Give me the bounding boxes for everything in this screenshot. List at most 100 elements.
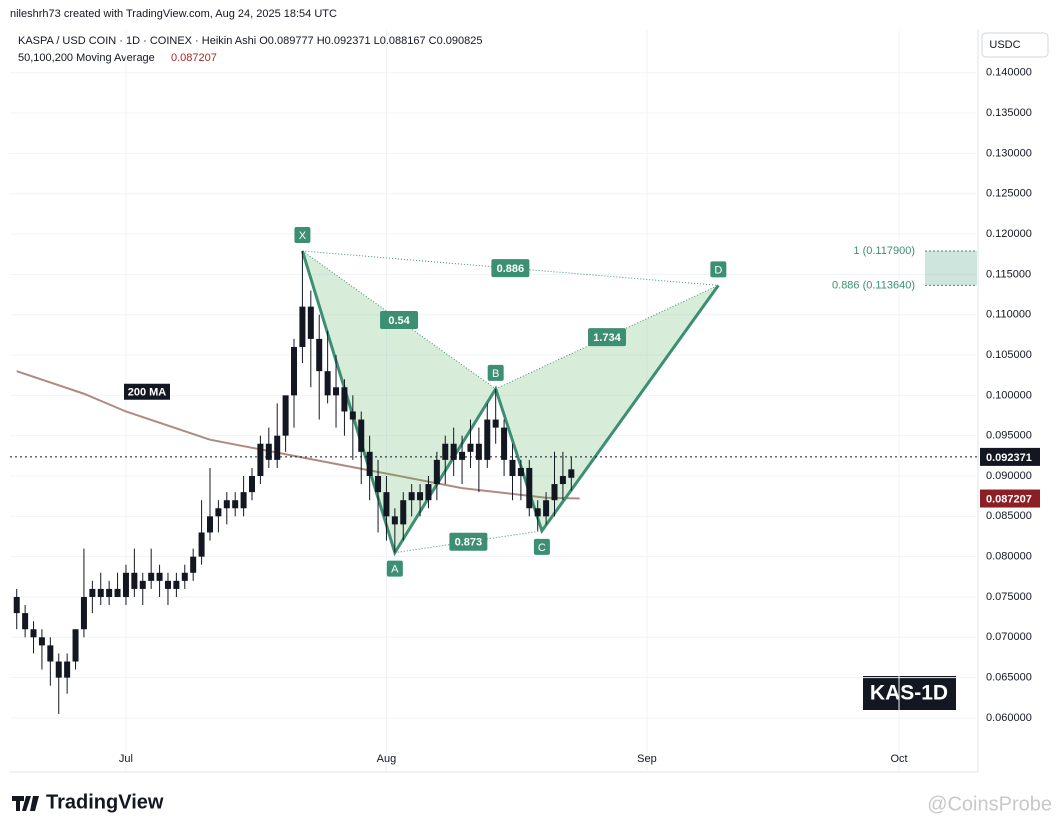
candle-body <box>333 387 340 396</box>
price-badge <box>980 447 1040 466</box>
pattern-area <box>495 285 719 531</box>
pattern-dotted <box>302 250 719 286</box>
candle-body <box>282 395 289 436</box>
candle-body <box>64 661 71 678</box>
candle-body <box>417 492 424 501</box>
pattern-dotted <box>495 284 719 390</box>
ratio-label: 1.734 <box>593 332 621 344</box>
ratio-label: 0.873 <box>455 537 483 549</box>
y-tick-label: 0.070000 <box>986 631 1032 643</box>
y-tick-label: 0.095000 <box>986 430 1032 442</box>
candle-body <box>316 338 323 372</box>
candle-body <box>433 459 440 485</box>
candle-body <box>526 467 533 509</box>
overlay: 0.060000 0.065000 0.070000 0.075000 0.080000… <box>10 67 1040 765</box>
candle-body <box>89 588 96 597</box>
y-tick-label: 0.130000 <box>986 147 1032 159</box>
level-label: 0.886 (0.113640) <box>832 279 915 291</box>
candle-body <box>341 387 348 412</box>
badge-box <box>863 676 956 710</box>
candle-body <box>408 492 415 501</box>
pattern-point-label: A <box>391 564 399 576</box>
y-tick-label: 0.080000 <box>986 551 1032 563</box>
price-label: 0.092371 <box>986 452 1032 464</box>
pattern-area <box>302 250 496 553</box>
candle-body <box>47 645 54 662</box>
indicator-label: 50,100,200 Moving Average <box>18 52 155 64</box>
watermark: @CoinsProbe <box>927 793 1052 815</box>
candle-body <box>206 516 213 533</box>
candle-body <box>568 469 575 478</box>
candle-body <box>467 443 474 452</box>
credit: nileshrh73 created with TradingView.com,… <box>10 8 337 20</box>
candle-body <box>97 588 104 597</box>
candle-body <box>215 508 222 517</box>
pattern-point-box <box>294 226 311 243</box>
candle-body <box>501 427 508 460</box>
candle-body <box>366 451 373 477</box>
candle-body <box>349 411 356 420</box>
candle-body <box>190 556 197 573</box>
pattern-dotted <box>302 250 496 390</box>
candle-body <box>425 484 432 501</box>
ma-name: 200 MA <box>128 387 167 399</box>
candle-body <box>509 459 516 477</box>
ma-name-box <box>124 383 170 400</box>
candle-body <box>551 484 558 501</box>
x-tick-label: Sep <box>637 753 657 765</box>
pattern-point-box <box>710 261 727 278</box>
ratio-label: 0.54 <box>388 315 410 327</box>
currency[interactable]: USDC <box>989 39 1020 51</box>
target-zone <box>925 250 977 286</box>
ma-value-label: 0.087207 <box>986 493 1032 505</box>
ratio-box <box>449 532 488 551</box>
candle-body <box>450 443 457 460</box>
candle-body <box>122 572 129 597</box>
pattern-point-box <box>386 560 403 577</box>
candle-body <box>72 629 79 662</box>
currency-box[interactable] <box>981 32 1049 58</box>
candle-body <box>80 596 87 630</box>
y-tick-label: 0.075000 <box>986 591 1032 603</box>
candle-body <box>517 467 524 477</box>
candle-body <box>13 596 20 614</box>
ratio-box <box>491 259 530 278</box>
y-tick-label: 0.085000 <box>986 510 1032 522</box>
candle-body <box>383 492 390 517</box>
pattern-point-box <box>487 364 504 381</box>
y-tick-label: 0.105000 <box>986 349 1032 361</box>
pattern-point-label: X <box>299 230 307 242</box>
brand: TradingView <box>46 791 164 813</box>
candle-body <box>30 629 37 638</box>
candle-body <box>299 306 306 347</box>
x-tick-label: Aug <box>377 753 397 765</box>
candle-body <box>358 419 365 452</box>
y-tick-label: 0.135000 <box>986 107 1032 119</box>
level-label: 1 (0.117900) <box>853 245 915 257</box>
pattern-point-box <box>533 538 550 555</box>
candle-body <box>156 572 163 581</box>
candle-body <box>38 637 45 646</box>
candle-body <box>534 508 541 517</box>
candle-body <box>139 580 146 589</box>
candle-body <box>400 500 407 525</box>
candle-body <box>442 443 449 460</box>
candle-body <box>391 516 398 525</box>
candle-body <box>249 476 255 493</box>
candle-body <box>543 500 550 517</box>
candle-body <box>232 500 239 509</box>
ratio-box <box>380 310 419 329</box>
y-tick-label: 0.120000 <box>986 228 1032 240</box>
x-tick-label: Jul <box>119 753 133 765</box>
candle-body <box>257 443 264 477</box>
candle-body <box>131 572 138 589</box>
pattern-point-label: B <box>492 368 499 380</box>
y-tick-label: 0.090000 <box>986 470 1032 482</box>
ma-line <box>16 370 580 500</box>
y-tick-label: 0.125000 <box>986 188 1032 200</box>
pattern-point-label: C <box>538 542 546 554</box>
candle-body <box>173 580 180 589</box>
candle-body <box>559 476 566 485</box>
y-tick-label: 0.100000 <box>986 389 1032 401</box>
brand-logo <box>12 796 39 811</box>
